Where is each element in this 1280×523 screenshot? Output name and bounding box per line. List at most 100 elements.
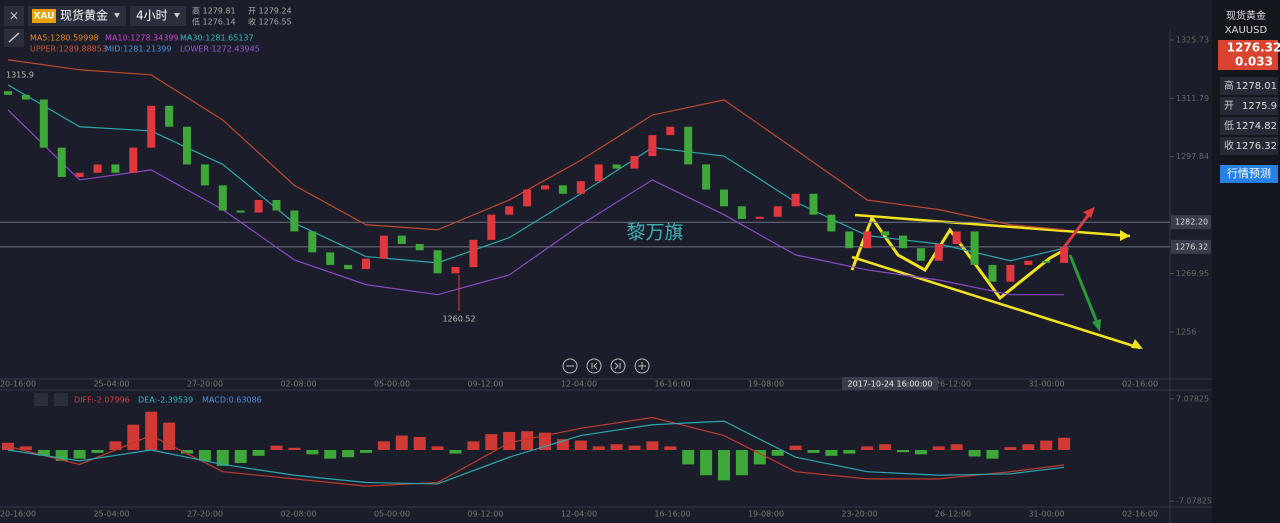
scroll-right[interactable] bbox=[610, 358, 626, 374]
macd-bar bbox=[879, 444, 892, 450]
macd-bar bbox=[306, 450, 319, 455]
macd-bar bbox=[986, 450, 999, 459]
candle bbox=[541, 185, 549, 190]
candle bbox=[254, 200, 263, 213]
period-select[interactable] bbox=[130, 6, 186, 26]
candle bbox=[791, 193, 800, 207]
macd-bar bbox=[628, 445, 641, 450]
candle bbox=[558, 185, 567, 194]
candle bbox=[970, 231, 979, 265]
down-arrow bbox=[1068, 254, 1100, 326]
candle bbox=[648, 135, 657, 157]
candle bbox=[737, 206, 746, 219]
x-tick-label: 16-16:00 bbox=[654, 380, 690, 389]
x-tick-label: 26-12:00 bbox=[935, 510, 971, 519]
close-button[interactable] bbox=[4, 6, 24, 26]
x-tick-label: 19-08:00 bbox=[748, 510, 784, 519]
macd-bar bbox=[968, 450, 981, 457]
macd-bar bbox=[1040, 440, 1053, 450]
macd-bar bbox=[610, 444, 623, 450]
macd-bar bbox=[503, 431, 516, 450]
stat-row bbox=[1220, 137, 1278, 155]
macd-bar bbox=[37, 450, 50, 456]
candle bbox=[75, 172, 84, 177]
macd-bar bbox=[449, 450, 462, 454]
macd-bar bbox=[825, 450, 838, 456]
macd-bar bbox=[73, 450, 86, 459]
macd-bar bbox=[163, 422, 176, 450]
x-tick-label: 19-08:00 bbox=[748, 380, 784, 389]
zoom-in[interactable] bbox=[634, 358, 650, 374]
candle bbox=[630, 156, 639, 169]
macd-bar bbox=[288, 447, 301, 450]
stat-value: 1275.9 bbox=[1242, 101, 1277, 112]
candle bbox=[236, 210, 245, 213]
symbol-badge-text: XAU bbox=[34, 12, 55, 22]
macd-bar bbox=[1004, 447, 1017, 450]
legend-entry: MA5:1280.59998 bbox=[30, 34, 99, 43]
candle bbox=[93, 164, 102, 173]
macd-bar bbox=[485, 434, 498, 450]
legend-entry: DIFF:-2.07996 bbox=[74, 396, 130, 405]
x-tick-label: 02-08:00 bbox=[280, 380, 316, 389]
candle bbox=[666, 126, 675, 136]
legend-entry: MACD:0.63086 bbox=[202, 396, 262, 405]
macd-bar bbox=[735, 450, 748, 476]
candle bbox=[881, 231, 890, 236]
macd-bar bbox=[198, 450, 211, 461]
stat-value: 1274.82 bbox=[1236, 121, 1277, 132]
zoom-controls bbox=[562, 358, 650, 374]
macd-bar bbox=[342, 450, 355, 458]
period: 4小时 bbox=[136, 9, 168, 23]
symbol-badge bbox=[32, 9, 56, 23]
candle bbox=[612, 164, 621, 169]
settings-button bbox=[54, 393, 68, 406]
tool-icon bbox=[8, 32, 20, 43]
candle bbox=[809, 193, 818, 215]
arrow-head bbox=[1092, 319, 1101, 332]
price-tag-label: 1282.20 bbox=[1175, 218, 1208, 227]
candle bbox=[845, 231, 854, 249]
forecast-button[interactable] bbox=[1220, 165, 1278, 183]
x-tick-label: 02-08:00 bbox=[280, 510, 316, 519]
stat-key: 低 bbox=[1224, 119, 1234, 132]
macd-bar bbox=[413, 436, 426, 450]
candle bbox=[344, 264, 353, 270]
macd-bar bbox=[467, 441, 480, 450]
candle bbox=[755, 216, 764, 219]
candle bbox=[451, 267, 460, 274]
macd-bar bbox=[682, 450, 695, 465]
macd-bar bbox=[950, 444, 963, 450]
macd-bar bbox=[127, 424, 140, 450]
stat-value: 1276.32 bbox=[1236, 141, 1277, 152]
zoom-out[interactable] bbox=[562, 358, 578, 374]
x-tick-label: 20-16:00 bbox=[0, 510, 36, 519]
legend-entry: MA10:1278.34399 bbox=[105, 34, 179, 43]
zigzag bbox=[850, 214, 1069, 301]
candle bbox=[934, 243, 943, 261]
x-tick-label: 27-20:00 bbox=[187, 380, 223, 389]
close-button bbox=[34, 393, 48, 406]
scroll-left[interactable] bbox=[586, 358, 602, 374]
band-line bbox=[7, 109, 1065, 296]
low-annotation: 1260.52 bbox=[442, 315, 475, 324]
macd-bar bbox=[807, 450, 820, 453]
x-tick-label: 02-16:00 bbox=[1122, 380, 1158, 389]
stat-key: 高 bbox=[1224, 79, 1234, 92]
stat-close: 收 1276.55 bbox=[248, 17, 292, 27]
y-tick-label: 1297.84 bbox=[1176, 152, 1209, 161]
macd-bar bbox=[1022, 444, 1035, 450]
stat-low: 低 1276.14 bbox=[192, 17, 236, 27]
candle bbox=[39, 99, 48, 148]
macd-bar bbox=[700, 450, 713, 476]
candle bbox=[362, 258, 370, 270]
candle bbox=[863, 231, 872, 249]
candle bbox=[326, 252, 335, 265]
x-tick-label: 09-12:00 bbox=[467, 380, 503, 389]
stat-row bbox=[1220, 77, 1278, 95]
candle bbox=[57, 147, 66, 177]
candle bbox=[1006, 264, 1015, 282]
macd-bar bbox=[646, 441, 659, 450]
candle bbox=[505, 206, 514, 215]
x-tick-label: 25-04:00 bbox=[93, 510, 129, 519]
